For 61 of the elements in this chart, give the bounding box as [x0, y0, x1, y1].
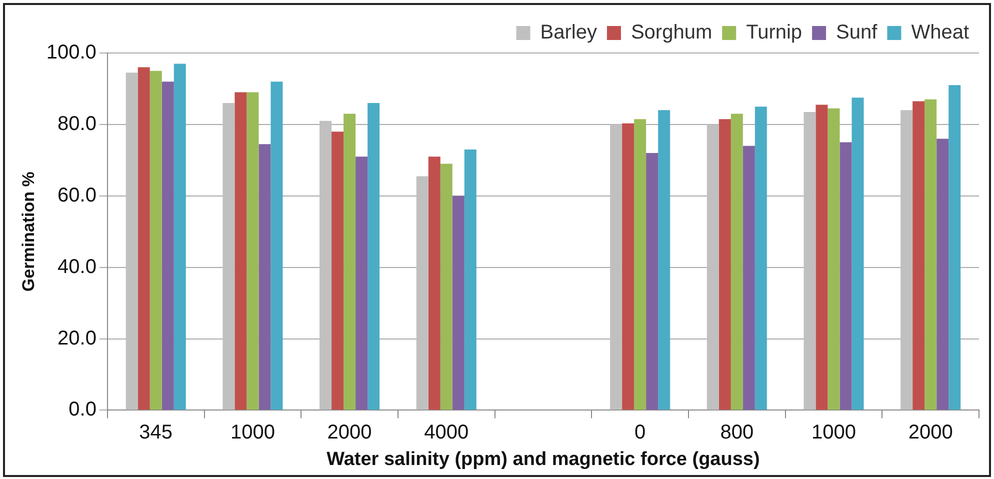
legend-label: Sorghum: [630, 22, 712, 44]
bar: [258, 144, 271, 410]
bar: [234, 92, 247, 410]
y-tick-label: 80.0: [58, 112, 96, 135]
bar: [706, 124, 719, 410]
bar: [730, 114, 743, 410]
bar: [428, 156, 440, 410]
bar: [162, 82, 174, 410]
bar: [658, 110, 670, 410]
legend-label: Barley: [540, 22, 597, 44]
bar: [440, 164, 452, 410]
x-tick-label: 4000: [424, 422, 469, 444]
y-tick-label: 60.0: [58, 184, 96, 206]
bar: [912, 101, 925, 410]
y-tick-label: 40.0: [58, 256, 96, 278]
bar: [754, 106, 767, 410]
bar: [222, 103, 235, 410]
legend-label: Wheat: [911, 22, 970, 44]
x-tick-label: 1000: [230, 422, 275, 444]
x-tick-label: 2000: [908, 422, 953, 444]
bar: [948, 85, 961, 410]
bar: [246, 92, 259, 410]
bar: [138, 67, 150, 410]
bar: [416, 176, 428, 410]
x-tick-label: 0: [634, 422, 646, 444]
bar: [900, 110, 913, 410]
bar: [332, 132, 344, 410]
bar: [320, 120, 332, 410]
bar: [742, 146, 755, 410]
y-tick-label: 100.0: [46, 42, 96, 64]
bar: [634, 119, 646, 410]
x-tick-label: 2000: [327, 422, 372, 444]
bar: [344, 114, 356, 410]
bar: [126, 72, 138, 410]
x-axis-title: Water salinity (ppm) and magnetic force (gauss): [326, 448, 760, 470]
legend-label: Turnip: [746, 22, 802, 44]
x-tick-label: 800: [720, 422, 754, 444]
y-tick-label: 0.0: [68, 398, 96, 421]
bar: [464, 149, 476, 410]
bar: [718, 119, 731, 410]
bar: [840, 142, 852, 410]
bar: [816, 104, 828, 410]
bar: [174, 64, 186, 410]
bar: [852, 98, 864, 410]
bar: [356, 156, 368, 410]
x-tick-label: 1000: [811, 422, 856, 444]
y-tick-label: 20.0: [58, 327, 96, 350]
bar: [610, 124, 622, 410]
bar: [452, 196, 464, 410]
x-tick-label: 345: [139, 422, 173, 444]
bar: [936, 138, 949, 410]
bar: [150, 70, 162, 410]
bar: [368, 103, 380, 410]
bar: [828, 108, 840, 410]
bar: [646, 153, 658, 410]
legend-label: Sunf: [836, 22, 878, 44]
y-axis-title: Germination %: [18, 172, 38, 292]
bar: [622, 123, 634, 410]
bar: [270, 82, 283, 410]
bar: [804, 112, 816, 410]
bar: [924, 99, 937, 410]
